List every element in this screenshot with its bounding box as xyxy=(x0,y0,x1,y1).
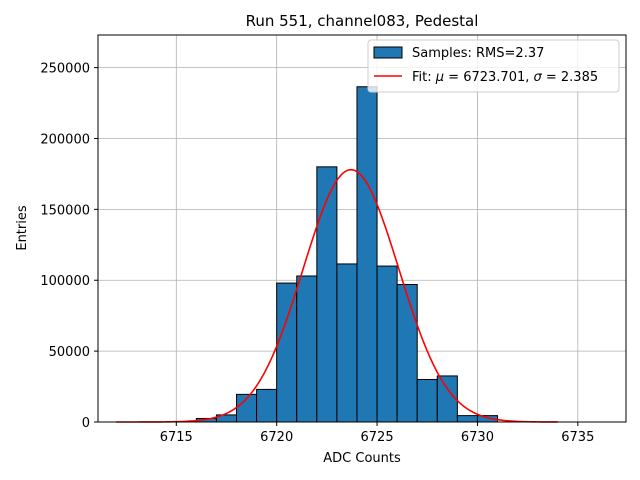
y-tick-label: 0 xyxy=(82,416,90,431)
fit-label-mu: μ xyxy=(435,70,444,85)
histogram-bars xyxy=(195,86,499,423)
fit-label-sigma: σ xyxy=(534,70,543,85)
histogram-bar xyxy=(296,275,318,423)
fit-label-suffix: = 2.385 xyxy=(542,70,598,85)
fit-curve xyxy=(116,168,558,423)
x-tick-label: 6715 xyxy=(160,430,193,445)
legend-label-fit: Fit: μ = 6723.701, σ = 2.385 xyxy=(412,70,598,85)
y-tick-label: 250000 xyxy=(40,62,90,77)
histogram-bar xyxy=(456,415,478,423)
histogram-bar xyxy=(276,282,298,423)
legend-swatch-histogram xyxy=(373,46,403,59)
x-tick-label: 6720 xyxy=(260,430,293,445)
legend-label-histogram: Samples: RMS=2.37 xyxy=(412,46,544,61)
fit-label-mid: = 6723.701, xyxy=(444,70,533,85)
histogram-bar xyxy=(336,263,358,423)
fit-label-prefix: Fit: xyxy=(412,70,436,85)
x-tick-label: 6735 xyxy=(561,430,594,445)
y-tick-label: 150000 xyxy=(40,203,90,218)
axes-frame xyxy=(97,34,627,423)
y-axis-label: Entries xyxy=(15,205,30,251)
legend: Samples: RMS=2.37 Fit: μ = 6723.701, σ =… xyxy=(367,39,620,93)
histogram-bar xyxy=(376,265,398,423)
fit-curve-layer xyxy=(116,168,558,423)
histogram-bar xyxy=(256,388,278,423)
histogram-bar xyxy=(416,378,438,423)
histogram-bar xyxy=(356,86,378,423)
y-tick-label: 100000 xyxy=(40,274,90,289)
chart-title: Run 551, channel083, Pedestal xyxy=(246,12,479,30)
x-tick-label: 6730 xyxy=(461,430,494,445)
legend-box xyxy=(367,39,620,93)
histogram-bar xyxy=(316,166,338,423)
axis-ticks: 6715 6720 6725 6730 6735 0 50000 100000 150000 20… xyxy=(40,62,594,445)
histogram-bar xyxy=(396,283,418,423)
y-tick-label: 50000 xyxy=(49,345,90,360)
y-tick-label: 200000 xyxy=(40,132,90,147)
x-axis-label: ADC Counts xyxy=(323,451,401,466)
histogram-bar xyxy=(436,375,458,423)
x-tick-label: 6725 xyxy=(361,430,394,445)
